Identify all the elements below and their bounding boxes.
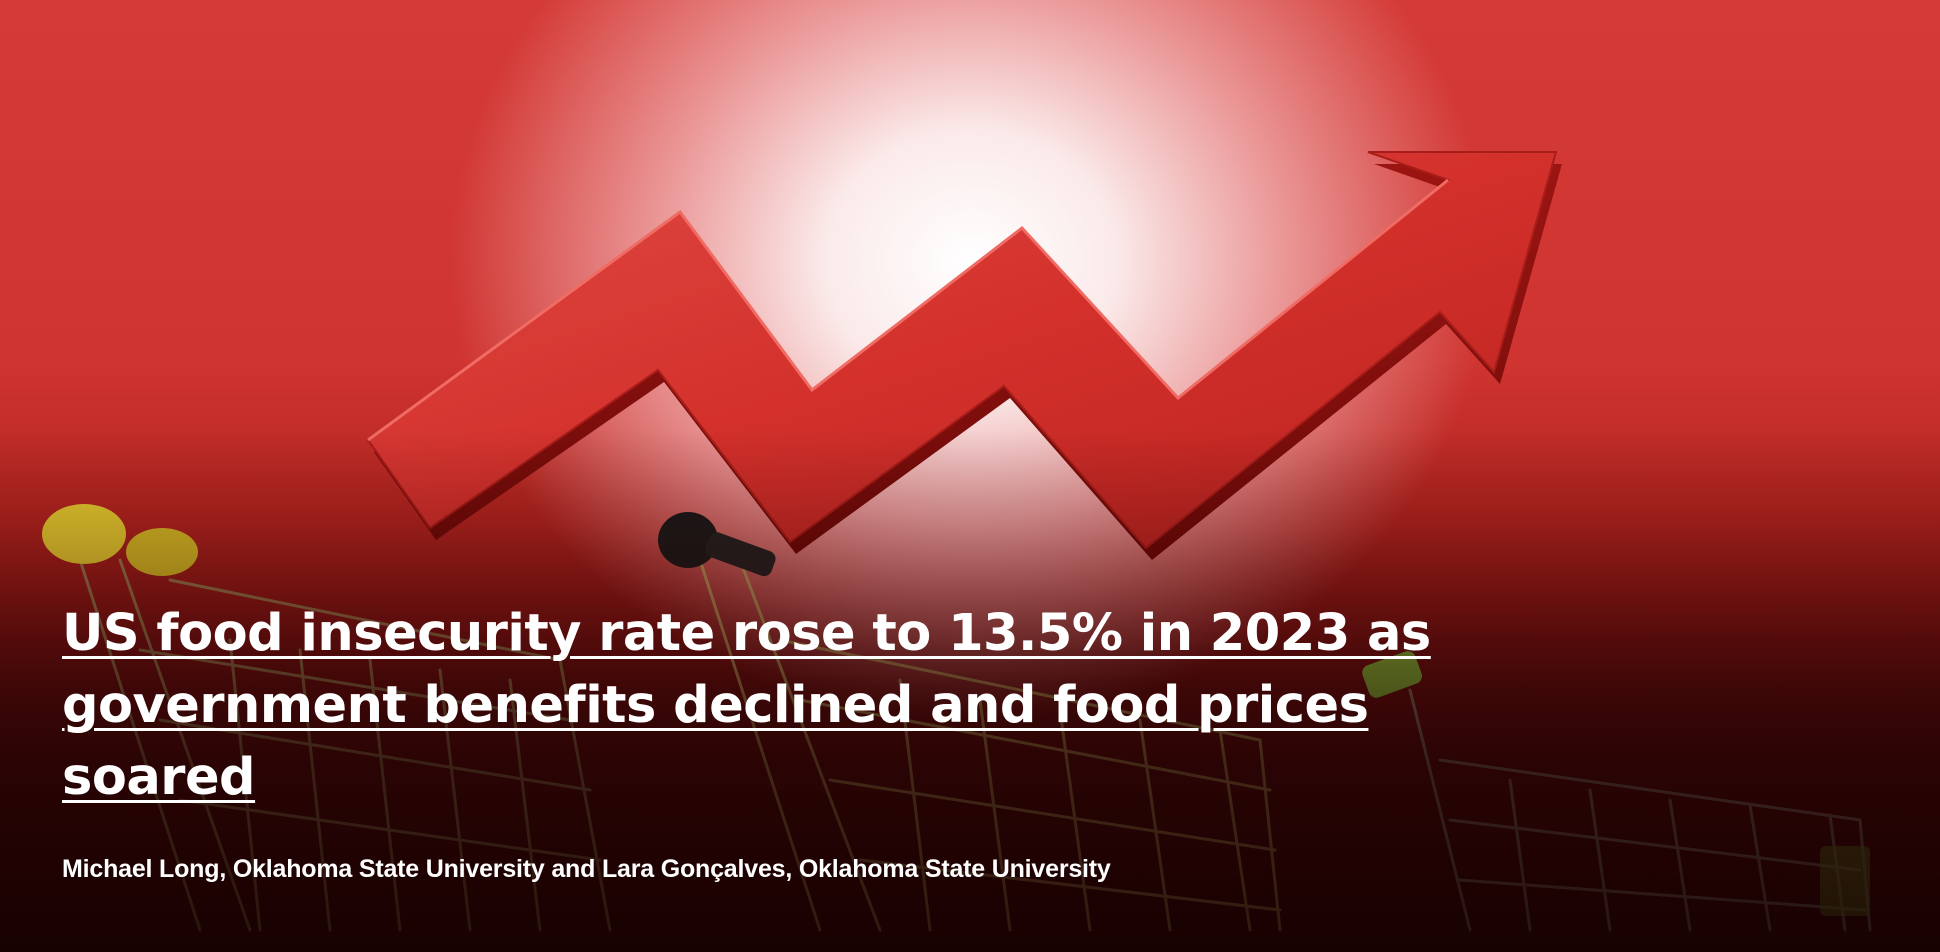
article-headline-link[interactable]: US food insecurity rate rose to 13.5% in…	[62, 604, 1431, 807]
article-byline: Michael Long, Oklahoma State University …	[62, 855, 1111, 883]
headline-container: US food insecurity rate rose to 13.5% in…	[62, 598, 1482, 814]
